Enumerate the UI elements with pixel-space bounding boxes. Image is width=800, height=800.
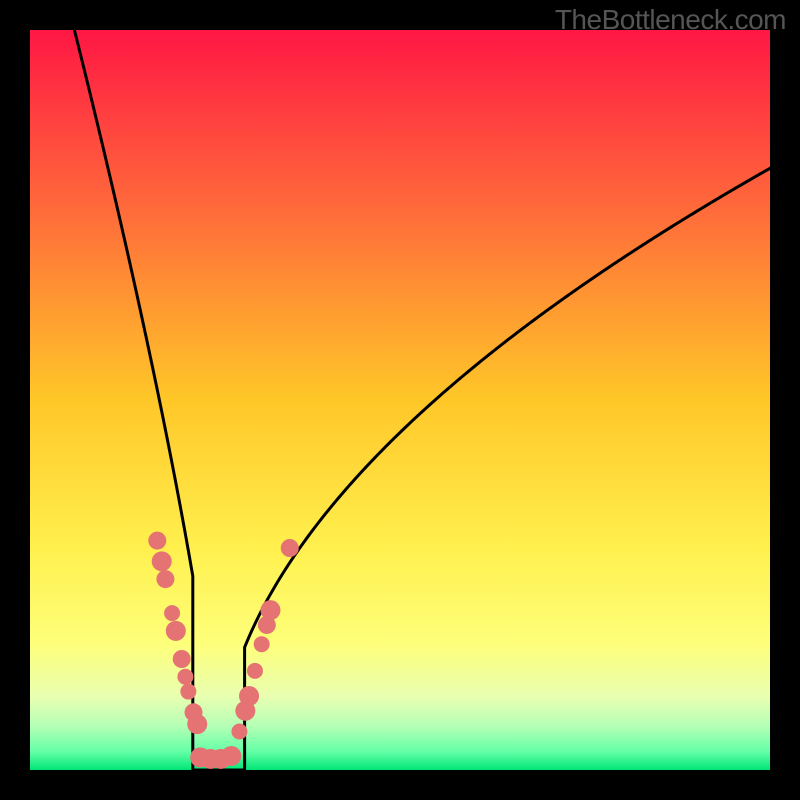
data-point-right-7 bbox=[281, 539, 299, 557]
data-point-right-2 bbox=[239, 686, 259, 706]
data-point-left-5 bbox=[173, 650, 191, 668]
data-point-right-6 bbox=[261, 600, 281, 620]
data-point-bottom-3 bbox=[221, 746, 241, 766]
data-point-left-1 bbox=[152, 551, 172, 571]
data-point-left-9 bbox=[187, 714, 207, 734]
data-point-left-0 bbox=[148, 532, 166, 550]
data-point-left-7 bbox=[177, 669, 193, 685]
data-point-left-2 bbox=[156, 570, 174, 588]
watermark-text: TheBottleneck.com bbox=[555, 4, 786, 36]
data-point-right-0 bbox=[231, 724, 247, 740]
data-point-right-4 bbox=[254, 636, 270, 652]
chart-svg bbox=[0, 0, 800, 800]
data-point-left-3 bbox=[164, 605, 180, 621]
plot-background bbox=[30, 30, 770, 770]
data-point-left-6 bbox=[180, 684, 196, 700]
data-point-right-3 bbox=[247, 663, 263, 679]
bottleneck-chart: TheBottleneck.com bbox=[0, 0, 800, 800]
data-point-left-4 bbox=[166, 621, 186, 641]
